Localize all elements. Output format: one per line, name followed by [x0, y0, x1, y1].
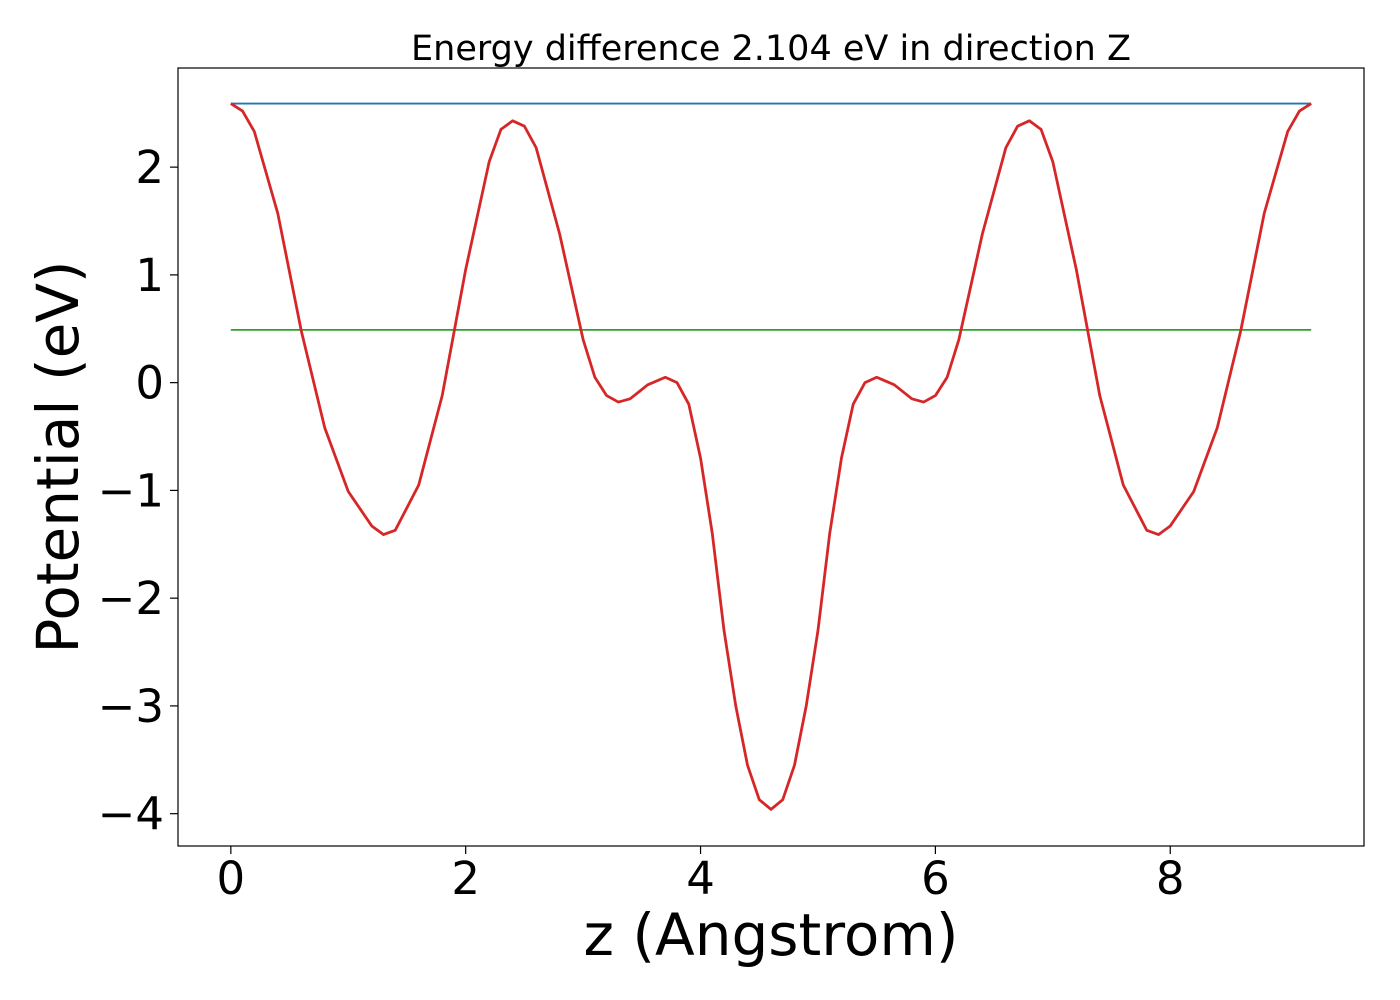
axes-frame — [177, 67, 1365, 847]
y-tick-label: −3 — [98, 680, 164, 733]
x-tick-label: 8 — [1156, 852, 1185, 905]
x-axis: 0 2 4 6 8 — [217, 846, 1185, 905]
y-tick-label: −2 — [98, 572, 164, 625]
plot-area — [230, 102, 1312, 811]
series-line-potential — [230, 102, 1312, 811]
y-tick-label: 0 — [135, 357, 164, 410]
y-tick-label: −1 — [98, 464, 164, 517]
x-tick-label: 2 — [451, 852, 480, 905]
x-tick-label: 0 — [217, 852, 246, 905]
y-tick-label: 2 — [135, 141, 164, 194]
y-axis: −4 −3 −2 −1 0 1 2 — [98, 141, 178, 841]
x-axis-label: z (Angstrom) — [584, 901, 959, 969]
chart-title: Energy difference 2.104 eV in direction … — [411, 29, 1131, 69]
y-tick-label: 1 — [135, 249, 164, 302]
x-tick-label: 6 — [921, 852, 950, 905]
y-tick-label: −4 — [98, 788, 164, 841]
y-axis-label: Potential (eV) — [24, 260, 92, 653]
x-tick-label: 4 — [686, 852, 715, 905]
